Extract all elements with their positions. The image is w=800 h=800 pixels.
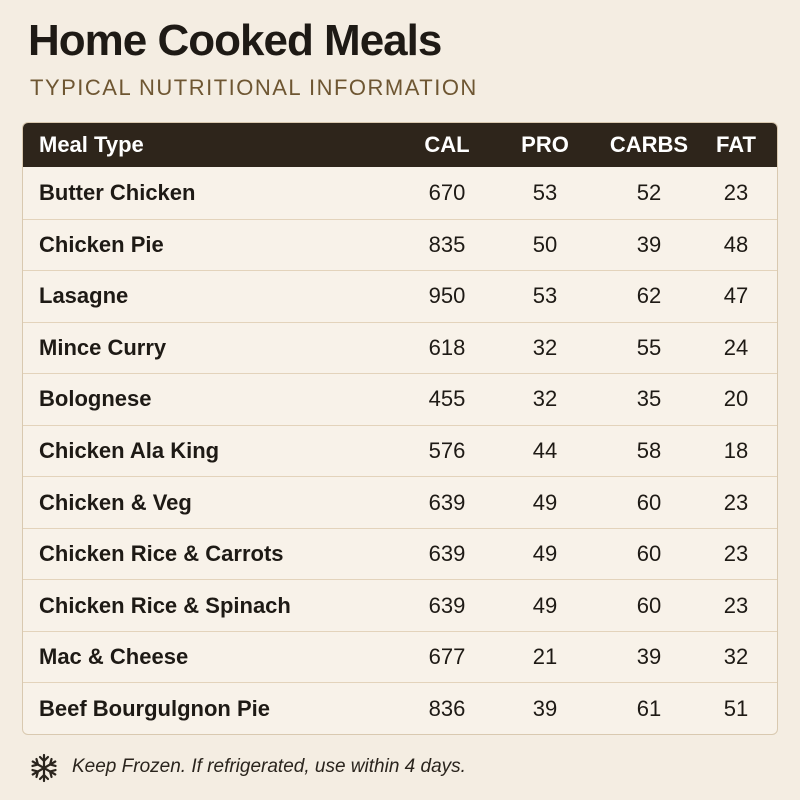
column-header: FAT	[716, 132, 756, 157]
nutrient-value: 61	[636, 695, 662, 721]
nutrient-value: 836	[428, 695, 466, 721]
nutrient-value: 53	[532, 179, 558, 205]
nutrient-value: 32	[723, 644, 749, 670]
nutrient-value: 60	[636, 592, 662, 618]
table-row: Chicken Ala King 576 44 58 18	[23, 424, 777, 477]
snowflake-icon	[31, 753, 57, 783]
nutrient-value: 52	[636, 179, 662, 205]
nutrient-value: 23	[723, 592, 749, 618]
table-row: Mac & Cheese 677 21 39 32	[23, 630, 777, 683]
nutrient-value: 58	[636, 437, 662, 463]
nutrient-value: 639	[428, 489, 466, 515]
table-row: Chicken Pie 835 50 39 48	[23, 218, 777, 271]
nutrient-value: 47	[723, 283, 749, 309]
nutrient-value: 32	[532, 334, 558, 360]
table-row: Bolognese 455 32 35 20	[23, 373, 777, 425]
nutrient-value: 24	[723, 334, 749, 360]
nutrient-value: 48	[723, 231, 749, 257]
nutrient-value: 39	[532, 695, 558, 721]
table-row: Chicken Rice & Spinach 639 49 60 23	[23, 579, 777, 631]
table-row: Beef Bourgulgnon Pie 836 39 61 51	[23, 682, 777, 734]
table-row: Chicken Rice & Carrots 639 49 60 23	[23, 527, 777, 580]
nutrient-value: 835	[428, 231, 466, 257]
meal-name: Chicken Rice & Spinach	[39, 592, 291, 618]
table-row: Lasagne 950 53 62 47	[23, 270, 777, 322]
nutrient-value: 23	[723, 179, 749, 205]
meal-name: Chicken Ala King	[39, 437, 220, 463]
nutrient-value: 950	[428, 283, 466, 309]
header-row: Meal Type CAL PRO CARBS FAT	[23, 123, 777, 167]
nutrient-value: 55	[636, 334, 662, 360]
meal-name: Chicken Rice & Carrots	[39, 541, 284, 567]
meal-name: Mince Curry	[39, 334, 167, 360]
storage-note: Keep Frozen. If refrigerated, use within…	[72, 756, 466, 777]
nutrient-value: 23	[723, 489, 749, 515]
subtitle: TYPICAL NUTRITIONAL INFORMATION	[30, 75, 478, 100]
column-header: Meal Type	[39, 132, 144, 157]
nutrient-value: 639	[428, 592, 466, 618]
table-row: Butter Chicken 670 53 52 23	[23, 167, 777, 219]
table-row: Chicken & Veg 639 49 60 23	[23, 476, 777, 528]
nutrient-value: 677	[428, 644, 466, 670]
nutrition-table: Meal Type CAL PRO CARBS FAT Butter Chicken 670…	[22, 122, 778, 735]
meal-name: Butter Chicken	[39, 179, 196, 205]
nutrient-value: 20	[723, 386, 749, 412]
title: Home Cooked Meals	[28, 16, 442, 65]
nutrient-value: 618	[428, 334, 466, 360]
meal-name: Lasagne	[39, 283, 129, 309]
nutrient-value: 50	[532, 231, 558, 257]
nutrient-value: 18	[723, 437, 749, 463]
nutrient-value: 49	[532, 489, 558, 515]
column-header: CARBS	[609, 132, 689, 157]
nutrient-value: 44	[532, 437, 558, 463]
meal-name: Mac & Cheese	[39, 644, 189, 670]
nutrient-value: 49	[532, 541, 558, 567]
nutrient-value: 35	[636, 386, 662, 412]
nutrient-value: 455	[428, 386, 466, 412]
nutrient-value: 576	[428, 437, 466, 463]
nutrient-value: 670	[428, 179, 466, 205]
table-row: Mince Curry 618 32 55 24	[23, 321, 777, 374]
nutrient-value: 62	[636, 283, 662, 309]
column-header: CAL	[424, 132, 470, 157]
nutrient-value: 51	[723, 695, 749, 721]
meal-name: Chicken Pie	[39, 231, 164, 257]
meal-name: Beef Bourgulgnon Pie	[39, 695, 270, 721]
nutrient-value: 21	[532, 644, 558, 670]
nutrient-value: 39	[636, 231, 662, 257]
nutrient-value: 23	[723, 541, 749, 567]
nutrient-value: 49	[532, 592, 558, 618]
nutrient-value: 60	[636, 541, 662, 567]
nutrient-value: 60	[636, 489, 662, 515]
column-header: PRO	[521, 132, 569, 157]
nutrient-value: 639	[428, 541, 466, 567]
nutrient-value: 32	[532, 386, 558, 412]
nutrient-value: 53	[532, 283, 558, 309]
nutrient-value: 39	[636, 644, 662, 670]
meal-name: Chicken & Veg	[39, 489, 192, 515]
meal-name: Bolognese	[39, 386, 152, 412]
